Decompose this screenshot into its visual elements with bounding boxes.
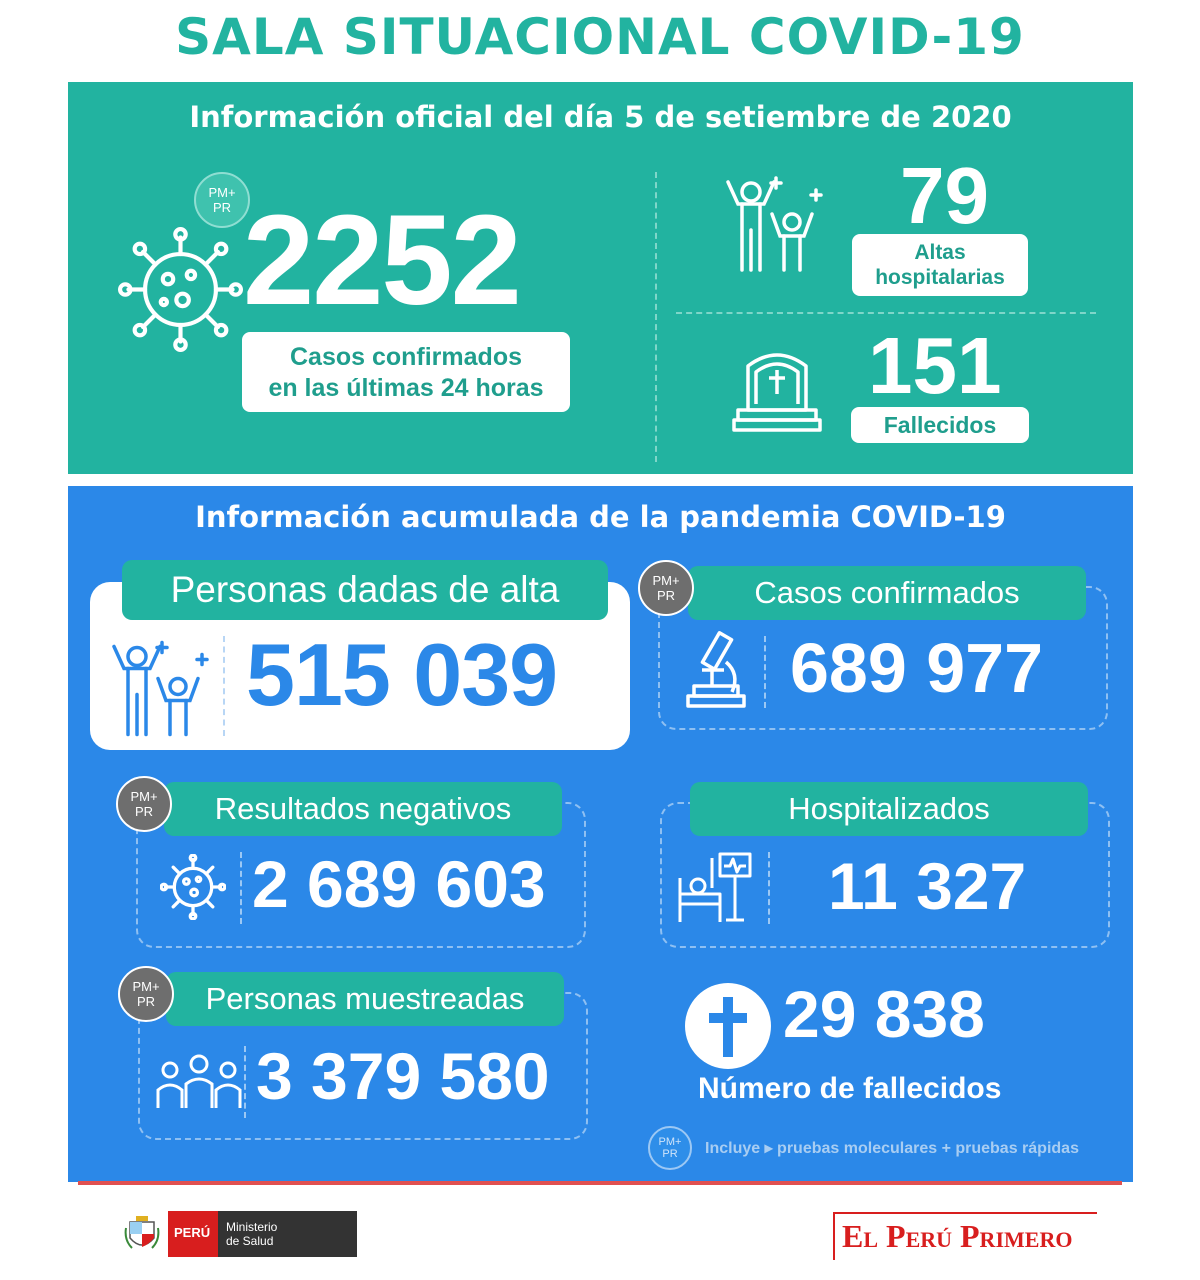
people-celebrating-icon: [726, 176, 823, 272]
badge-line: PR: [134, 804, 154, 819]
pm-pr-badge: PM+ PR: [118, 966, 174, 1022]
pm-pr-badge: PM+ PR: [648, 1126, 692, 1170]
confirmed-value: 689 977: [790, 629, 1044, 707]
badge-line: PR: [136, 994, 156, 1009]
confirmed-label: Casos confirmados: [688, 566, 1086, 620]
virus-icon: [160, 854, 226, 920]
tombstone-icon: [732, 353, 822, 432]
slogan: El Perú Primero: [842, 1218, 1073, 1254]
people-celebrating-icon: [112, 640, 209, 737]
divider: [768, 852, 770, 924]
divider: [223, 636, 225, 736]
ministry-line: de Salud: [226, 1234, 274, 1248]
daily-heading: Información oficial del día 5 de setiemb…: [189, 100, 1012, 134]
sampled-label: Personas muestreadas: [166, 972, 564, 1026]
page-title: SALA SITUACIONAL COVID-19: [175, 8, 1025, 66]
discharged-label: Personas dadas de alta: [122, 560, 608, 620]
cumulative-heading: Información acumulada de la pandemia COV…: [195, 500, 1006, 534]
cross-icon: [685, 983, 771, 1069]
divider: [655, 172, 657, 462]
microscope-icon: [686, 631, 746, 708]
badge-line: PM+: [132, 979, 160, 994]
divider: [244, 1046, 246, 1118]
peru-brand-label: PERÚ: [168, 1211, 218, 1257]
badge-line: PM+: [208, 185, 236, 200]
daily-panel: Información oficial del día 5 de setiemb…: [68, 82, 1133, 474]
badge-line: PM+: [130, 789, 158, 804]
divider: [240, 852, 242, 924]
label-line: Casos confirmados: [289, 343, 522, 371]
negative-value: 2 689 603: [252, 847, 546, 921]
badge-line: PR: [662, 1148, 678, 1160]
daily-deaths-value: 151: [868, 321, 1002, 410]
daily-deaths-label: Fallecidos: [851, 407, 1029, 443]
hospital-bed-icon: [678, 852, 752, 922]
divider: [676, 312, 1096, 314]
pm-pr-badge: PM+ PR: [194, 172, 250, 228]
footer-divider: [78, 1181, 1122, 1185]
hospitalized-value: 11 327: [828, 849, 1027, 923]
negative-label: Resultados negativos: [164, 782, 562, 836]
hospitalized-label: Hospitalizados: [690, 782, 1088, 836]
label-line: en las últimas 24 horas: [268, 374, 544, 402]
daily-confirmed-value: 2252: [243, 189, 522, 332]
badge-line: PM+: [658, 1136, 682, 1148]
peru-coat-of-arms-icon: [124, 1214, 160, 1254]
footnote: Incluye ▸ pruebas moleculares + pruebas …: [705, 1140, 1079, 1157]
discharged-value: 515 039: [246, 625, 558, 724]
virus-icon: [118, 227, 243, 352]
ministry-line: Ministerio: [226, 1220, 278, 1234]
daily-discharges-value: 79: [900, 151, 989, 240]
badge-line: PM+: [652, 573, 680, 588]
cumulative-panel: Información acumulada de la pandemia COV…: [68, 486, 1133, 1182]
deaths-label: Número de fallecidos: [698, 1072, 1002, 1105]
pm-pr-badge: PM+ PR: [116, 776, 172, 832]
daily-discharges-label: Altas hospitalarias: [852, 234, 1028, 296]
group-of-people-icon: [156, 1054, 242, 1108]
divider: [764, 636, 766, 708]
badge-line: PR: [656, 588, 676, 603]
label-line: Altas: [914, 241, 966, 264]
pm-pr-badge: PM+ PR: [638, 560, 694, 616]
badge-line: PR: [212, 200, 232, 215]
sampled-value: 3 379 580: [256, 1039, 550, 1113]
daily-confirmed-label: Casos confirmados en las últimas 24 hora…: [242, 332, 570, 412]
ministry-label: Ministerio de Salud: [218, 1211, 357, 1257]
deaths-value: 29 838: [783, 977, 985, 1051]
slogan-frame: [833, 1212, 1097, 1260]
label-line: hospitalarias: [875, 266, 1005, 289]
